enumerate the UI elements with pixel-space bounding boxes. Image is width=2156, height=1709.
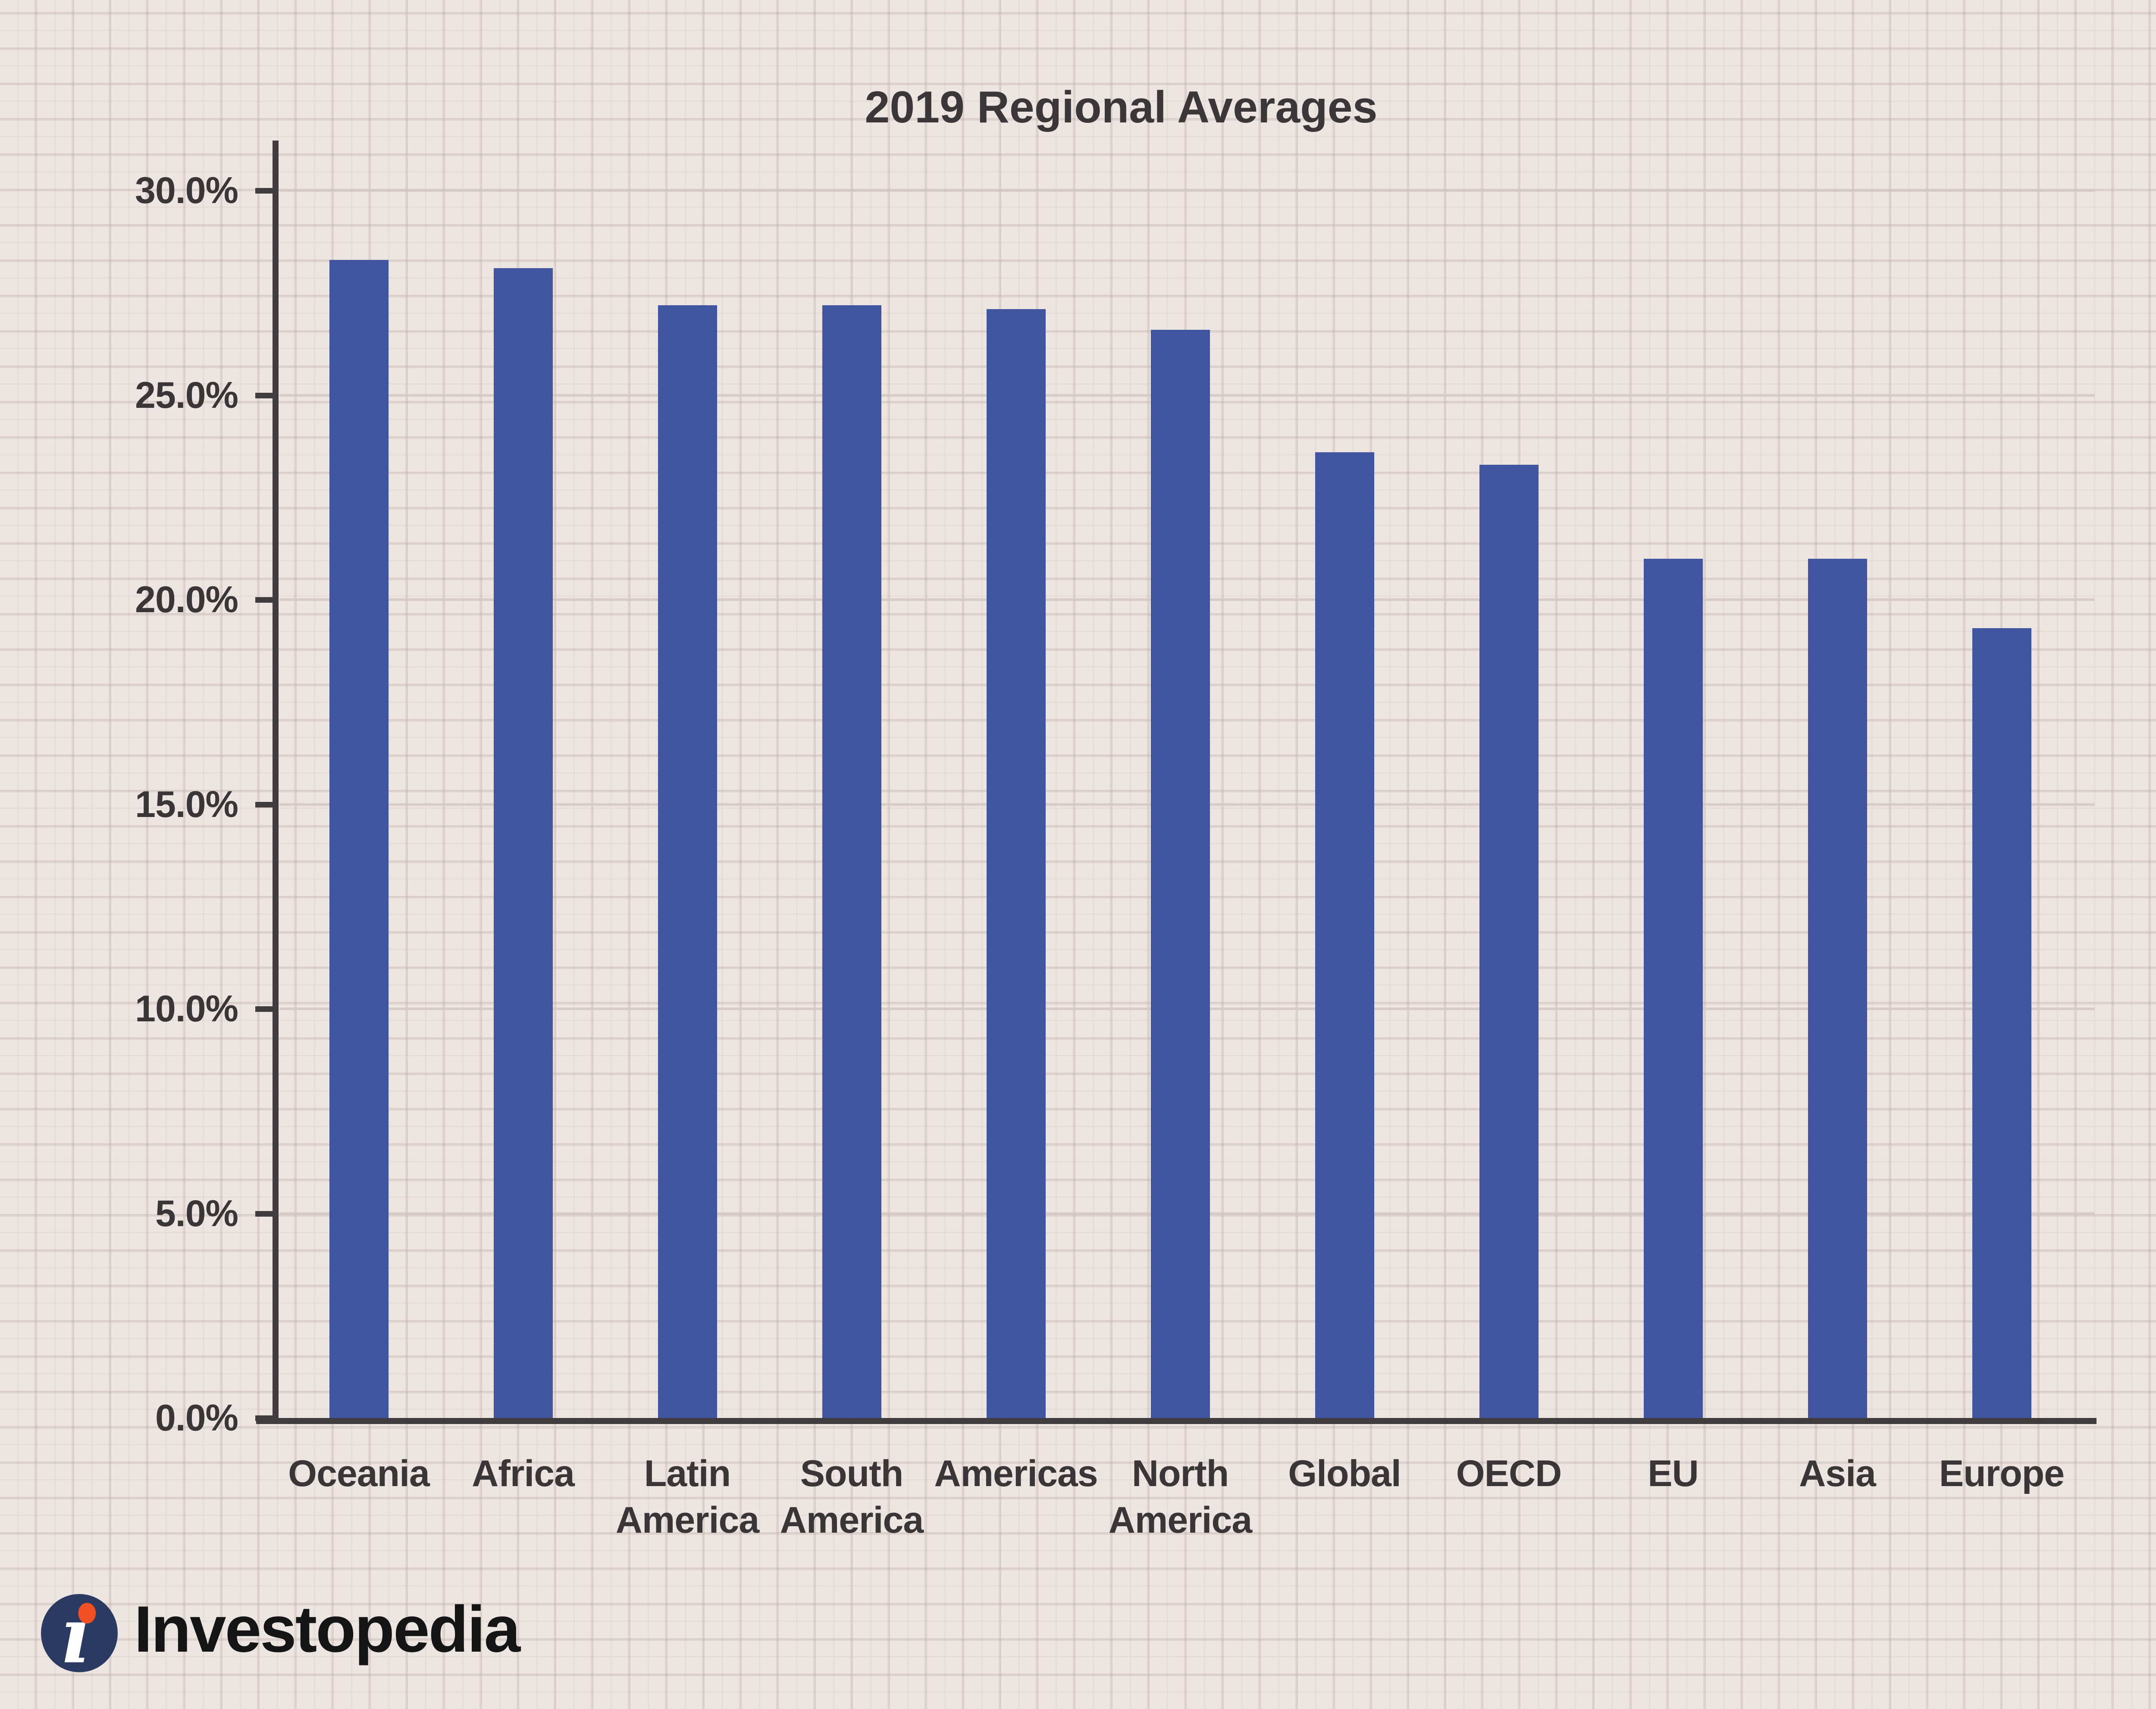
bar-africa [493, 268, 553, 1418]
y-axis-label-10pct: 10.0% [135, 988, 238, 1030]
x-axis-label-global: Global [1288, 1453, 1401, 1494]
bar-latin-america [658, 305, 717, 1418]
bar-north-america [1150, 329, 1210, 1418]
x-axis-label-africa: Africa [472, 1453, 575, 1494]
y-axis-label-5pct: 5.0% [155, 1193, 238, 1234]
x-axis-label-eu: EU [1648, 1453, 1698, 1494]
x-axis-label-latin-america: Latin America [615, 1453, 759, 1541]
x-axis-label-americas: Americas [934, 1453, 1098, 1494]
bar-oecd [1479, 464, 1539, 1418]
bar-europe [1972, 628, 2031, 1418]
y-axis-label-20pct: 20.0% [135, 579, 238, 620]
y-axis-tick-15pct [255, 801, 278, 808]
brand-wordmark: Investopedia [134, 1593, 520, 1666]
brand-logo: ı Investopedia [41, 1590, 520, 1676]
y-axis-label-0pct: 0.0% [155, 1397, 238, 1439]
bar-south-america [822, 305, 881, 1418]
y-axis-tick-25pct [255, 392, 278, 398]
bar-asia [1808, 559, 1867, 1418]
y-axis-label-30pct: 30.0% [135, 170, 238, 211]
bar-oceania [329, 260, 389, 1418]
gridline-30pct [279, 189, 2095, 192]
y-axis-tick-5pct [255, 1211, 278, 1217]
bar-americas [986, 309, 1046, 1418]
y-axis-label-15pct: 15.0% [135, 783, 238, 825]
y-axis-tick-20pct [255, 597, 278, 603]
x-axis-line [256, 1418, 2096, 1424]
y-axis-tick-30pct [255, 188, 278, 194]
chart-title: 2019 Regional Averages [865, 82, 1378, 132]
investopedia-i-icon: ı [41, 1594, 118, 1672]
bar-eu [1643, 559, 1703, 1418]
x-axis-label-asia: Asia [1799, 1453, 1876, 1494]
y-axis-tick-0pct [255, 1415, 278, 1421]
y-axis-label-25pct: 25.0% [135, 374, 238, 416]
x-axis-label-oceania: Oceania [288, 1453, 430, 1494]
x-axis-label-europe: Europe [1939, 1453, 2065, 1494]
x-axis-label-oecd: OECD [1456, 1453, 1562, 1494]
x-axis-label-south-america: South America [780, 1453, 924, 1541]
y-axis-line [273, 141, 279, 1424]
bar-global [1315, 452, 1374, 1418]
x-axis-label-north-america: North America [1108, 1453, 1252, 1541]
y-axis-tick-10pct [255, 1006, 278, 1012]
